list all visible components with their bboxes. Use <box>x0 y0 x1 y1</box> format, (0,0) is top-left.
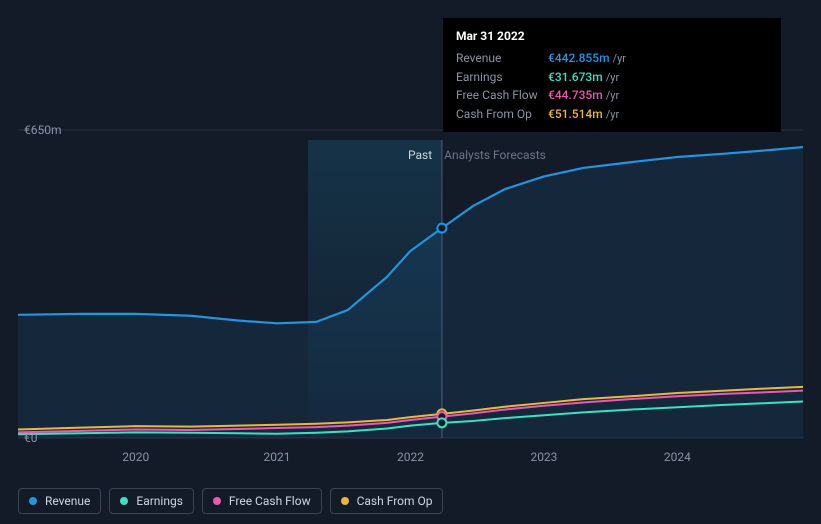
tooltip-label: Cash From Op <box>456 105 548 123</box>
split-labels: Past Analysts Forecasts <box>408 148 546 162</box>
legend-dot-icon <box>120 497 128 505</box>
legend-dot-icon <box>341 497 349 505</box>
tooltip-suffix: /yr <box>613 51 626 68</box>
legend-item-earnings[interactable]: Earnings <box>109 488 194 514</box>
x-axis-tick: 2020 <box>122 450 149 464</box>
tooltip-value: €442.855m <box>548 49 610 67</box>
x-axis-tick: 2022 <box>397 450 424 464</box>
legend-dot-icon <box>213 497 221 505</box>
tooltip-label: Revenue <box>456 49 548 67</box>
legend-label: Free Cash Flow <box>229 494 311 508</box>
financial-chart: Past Analysts Forecasts €650m €0 2020 2021… <box>18 0 803 470</box>
tooltip-suffix: /yr <box>606 70 619 87</box>
x-axis-tick: 2024 <box>664 450 691 464</box>
tooltip-value: €51.514m <box>548 105 603 123</box>
tooltip-row: Earnings€31.673m/yr <box>456 68 768 87</box>
legend-item-free-cash-flow[interactable]: Free Cash Flow <box>202 488 322 514</box>
tooltip-suffix: /yr <box>606 107 619 124</box>
tooltip-value: €31.673m <box>548 68 603 86</box>
legend-item-revenue[interactable]: Revenue <box>18 488 101 514</box>
x-axis-tick: 2021 <box>264 450 291 464</box>
tooltip-suffix: /yr <box>606 88 619 105</box>
legend-label: Revenue <box>45 494 90 508</box>
legend-label: Earnings <box>136 494 183 508</box>
x-axis-tick: 2023 <box>530 450 557 464</box>
label-past: Past <box>408 148 432 162</box>
y-axis-tick: €650m <box>24 123 62 137</box>
legend-label: Cash From Op <box>357 494 433 508</box>
tooltip-row: Cash From Op€51.514m/yr <box>456 105 768 124</box>
chart-legend: Revenue Earnings Free Cash Flow Cash From O… <box>18 488 443 514</box>
tooltip-row: Revenue€442.855m/yr <box>456 49 768 68</box>
tooltip-row: Free Cash Flow€44.735m/yr <box>456 86 768 105</box>
tooltip-label: Free Cash Flow <box>456 86 548 104</box>
chart-tooltip: Mar 31 2022 Revenue€442.855m/yrEarnings€… <box>443 18 781 132</box>
y-axis-tick: €0 <box>24 431 38 445</box>
tooltip-date: Mar 31 2022 <box>456 27 768 45</box>
tooltip-label: Earnings <box>456 68 548 86</box>
label-forecasts: Analysts Forecasts <box>444 148 546 162</box>
legend-dot-icon <box>29 497 37 505</box>
tooltip-value: €44.735m <box>548 86 603 104</box>
legend-item-cash-from-op[interactable]: Cash From Op <box>330 488 444 514</box>
